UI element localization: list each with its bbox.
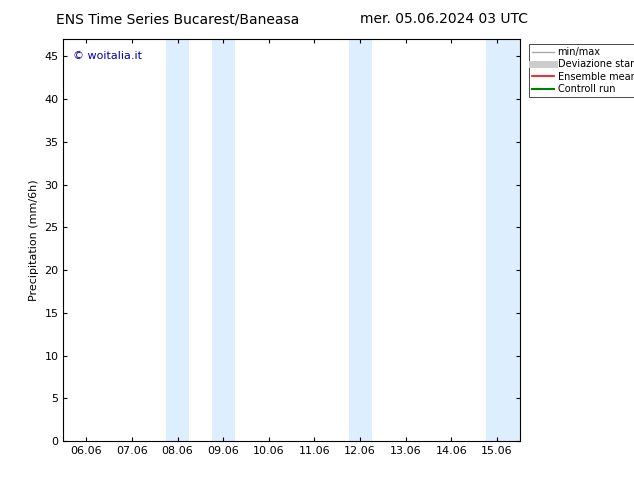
Legend: min/max, Deviazione standard, Ensemble mean run, Controll run: min/max, Deviazione standard, Ensemble m…	[529, 44, 634, 97]
Text: mer. 05.06.2024 03 UTC: mer. 05.06.2024 03 UTC	[360, 12, 527, 26]
Y-axis label: Precipitation (mm/6h): Precipitation (mm/6h)	[29, 179, 39, 301]
Text: ENS Time Series Bucarest/Baneasa: ENS Time Series Bucarest/Baneasa	[56, 12, 299, 26]
Bar	[166, 39, 189, 441]
Bar	[349, 39, 372, 441]
Bar	[212, 39, 235, 441]
Text: © woitalia.it: © woitalia.it	[72, 51, 141, 61]
Bar	[486, 39, 520, 441]
